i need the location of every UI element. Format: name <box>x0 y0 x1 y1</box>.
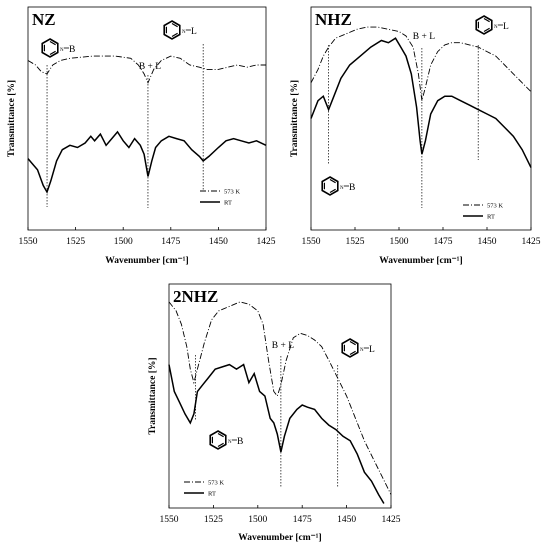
y-axis-label: Transmittance [%] <box>7 80 17 157</box>
panel-title: 2NHZ <box>173 287 218 306</box>
ring-double-bond <box>171 23 178 28</box>
x-tick-label: 1525 <box>346 237 365 247</box>
ring-double-bond <box>483 18 490 23</box>
x-tick-label: 1500 <box>248 515 267 525</box>
pyridine-ring-icon <box>321 176 339 196</box>
y-axis-label: Transmittance [%] <box>290 80 300 157</box>
band-label-b-plus-l: B + L <box>413 32 435 42</box>
x-tick-label: 1425 <box>522 237 541 247</box>
y-axis-label: Transmittance [%] <box>148 357 158 434</box>
legend-label: 573 K <box>224 189 240 196</box>
chart-panel-2nhz: 1550 1525 1500 1475 1450 1425 Wavenumber [cm⁻¹… <box>148 283 401 543</box>
pyridine-ring-icon <box>209 430 227 450</box>
series-line-rt <box>168 363 385 504</box>
band-label-b: B <box>237 437 243 447</box>
ring-nitrogen-label: N <box>60 48 64 53</box>
x-tick-label: 1525 <box>66 237 85 247</box>
x-tick-label: 1450 <box>209 237 228 247</box>
x-tick-label: 1475 <box>161 237 180 247</box>
ring-nitrogen-label: N <box>494 25 498 30</box>
pyridine-ring-icon <box>475 15 493 35</box>
x-axis-label: Wavenumber [cm⁻¹] <box>238 533 321 543</box>
x-tick-label: 1475 <box>293 515 312 525</box>
plot-frame <box>168 283 392 509</box>
chart-panel-nz: 1550 1525 1500 1475 1450 1425 Wavenumber [cm⁻¹… <box>7 6 276 266</box>
ring-double-bond <box>217 433 224 438</box>
plot-frame <box>27 6 267 231</box>
series-line-573k <box>27 55 266 84</box>
x-tick-label: 1475 <box>434 237 453 247</box>
x-tick-label: 1425 <box>382 515 401 525</box>
ring-double-bond <box>49 41 56 46</box>
ring-nitrogen-label: N <box>340 186 344 191</box>
x-tick-label: 1500 <box>114 237 133 247</box>
band-label-b-plus-l: B + L <box>272 341 294 351</box>
ring-nitrogen-label: N <box>228 440 232 445</box>
x-axis-label: Wavenumber [cm⁻¹] <box>379 256 462 266</box>
ring-double-bond <box>483 27 490 32</box>
legend-label: RT <box>487 214 495 221</box>
series-line-rt <box>27 130 267 194</box>
series-line-rt <box>310 37 532 168</box>
x-tick-label: 1450 <box>337 515 356 525</box>
x-tick-label: 1550 <box>160 515 179 525</box>
ring-double-bond <box>349 341 356 346</box>
ring-double-bond <box>329 179 336 184</box>
legend-label: 573 K <box>487 203 503 210</box>
ring-double-bond <box>329 188 336 193</box>
x-tick-label: 1550 <box>19 237 38 247</box>
x-tick-label: 1525 <box>204 515 223 525</box>
ring-double-bond <box>171 32 178 37</box>
panel-title: NHZ <box>315 10 352 29</box>
legend-label: RT <box>224 200 232 207</box>
band-label-b-plus-l: B + L <box>139 62 161 72</box>
ring-nitrogen-label: N <box>182 30 186 35</box>
x-tick-label: 1450 <box>478 237 497 247</box>
pyridine-ring-icon <box>163 20 181 40</box>
series-line-573k <box>168 301 392 495</box>
band-label-b: B <box>69 45 75 55</box>
band-label-l: L <box>503 22 509 32</box>
ring-double-bond <box>49 50 56 55</box>
band-label-b: B <box>349 183 355 193</box>
ring-double-bond <box>217 442 224 447</box>
x-tick-label: 1550 <box>302 237 321 247</box>
legend-label: RT <box>208 491 216 498</box>
x-tick-label: 1500 <box>390 237 409 247</box>
pyridine-ring-icon <box>341 338 359 358</box>
legend-label: 573 K <box>208 480 224 487</box>
band-label-l: L <box>369 345 375 355</box>
pyridine-ring-icon <box>41 38 59 58</box>
chart-panel-nhz: 1550 1525 1500 1475 1450 1425 Wavenumber [cm⁻¹… <box>290 6 541 266</box>
band-label-l: L <box>191 27 197 37</box>
x-tick-label: 1425 <box>257 237 276 247</box>
ring-nitrogen-label: N <box>360 348 364 353</box>
x-axis-label: Wavenumber [cm⁻¹] <box>105 256 188 266</box>
ring-double-bond <box>349 350 356 355</box>
series-line-573k <box>310 26 532 101</box>
panel-title: NZ <box>32 10 56 29</box>
